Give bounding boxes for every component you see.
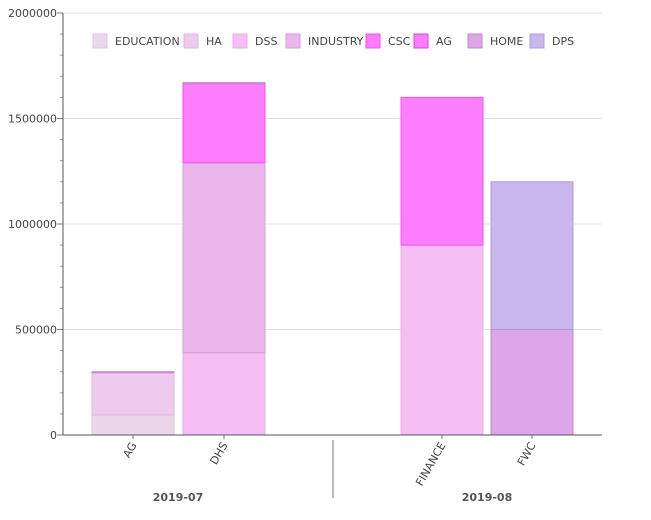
legend-item: EDUCATION [92,33,180,49]
legend-swatch [285,33,301,49]
bar-segment-ha [91,372,175,416]
bar-segment-home [490,329,574,436]
legend-item: AG [413,33,452,49]
x-category-label: AG [120,440,139,460]
legend-swatch [232,33,248,49]
bar-segment-home [91,371,175,374]
legend-label: DSS [255,35,277,48]
legend-swatch [413,33,429,49]
x-group-label: 2019-08 [462,491,513,504]
x-group-label: 2019-07 [153,491,204,504]
legend-label: HA [206,35,222,48]
bar-segment-industry [182,162,266,354]
legend: EDUCATION HA DSS INDUSTRY CSC AG HOME DPS [92,33,574,49]
legend-item: HA [183,33,222,49]
legend-label: HOME [490,35,523,48]
x-category-label: FINANCE [413,440,448,488]
bar-segment-education [91,414,175,436]
y-tick-label: 500000 [15,324,57,337]
x-category-label: FWC [515,440,539,468]
bar-segment-home [182,82,266,85]
y-tick-label: 1500000 [8,113,57,126]
legend-swatch [92,33,108,49]
legend-label: CSC [388,35,411,48]
legend-swatch [365,33,381,49]
legend-item: INDUSTRY [285,33,364,49]
legend-item: DPS [529,33,574,49]
legend-swatch [529,33,545,49]
legend-label: DPS [552,35,574,48]
legend-label: INDUSTRY [308,35,364,48]
bar-segment-csc [400,96,484,246]
legend-item: HOME [467,33,523,49]
bar-segment-dps [490,181,574,330]
bar-segment-dss [182,352,266,436]
y-tick-label: 2000000 [8,7,57,20]
legend-item: CSC [365,33,411,49]
x-category-label: DHS [207,440,230,467]
y-tick-label: 0 [50,429,57,442]
bars [91,82,574,436]
legend-swatch [467,33,483,49]
legend-item: DSS [232,33,277,49]
bar-segment-dss [400,244,484,436]
legend-swatch [183,33,199,49]
bar-segment-csc [182,83,266,164]
legend-label: EDUCATION [115,35,180,48]
y-tick-label: 1000000 [8,218,57,231]
legend-label: AG [436,35,452,48]
